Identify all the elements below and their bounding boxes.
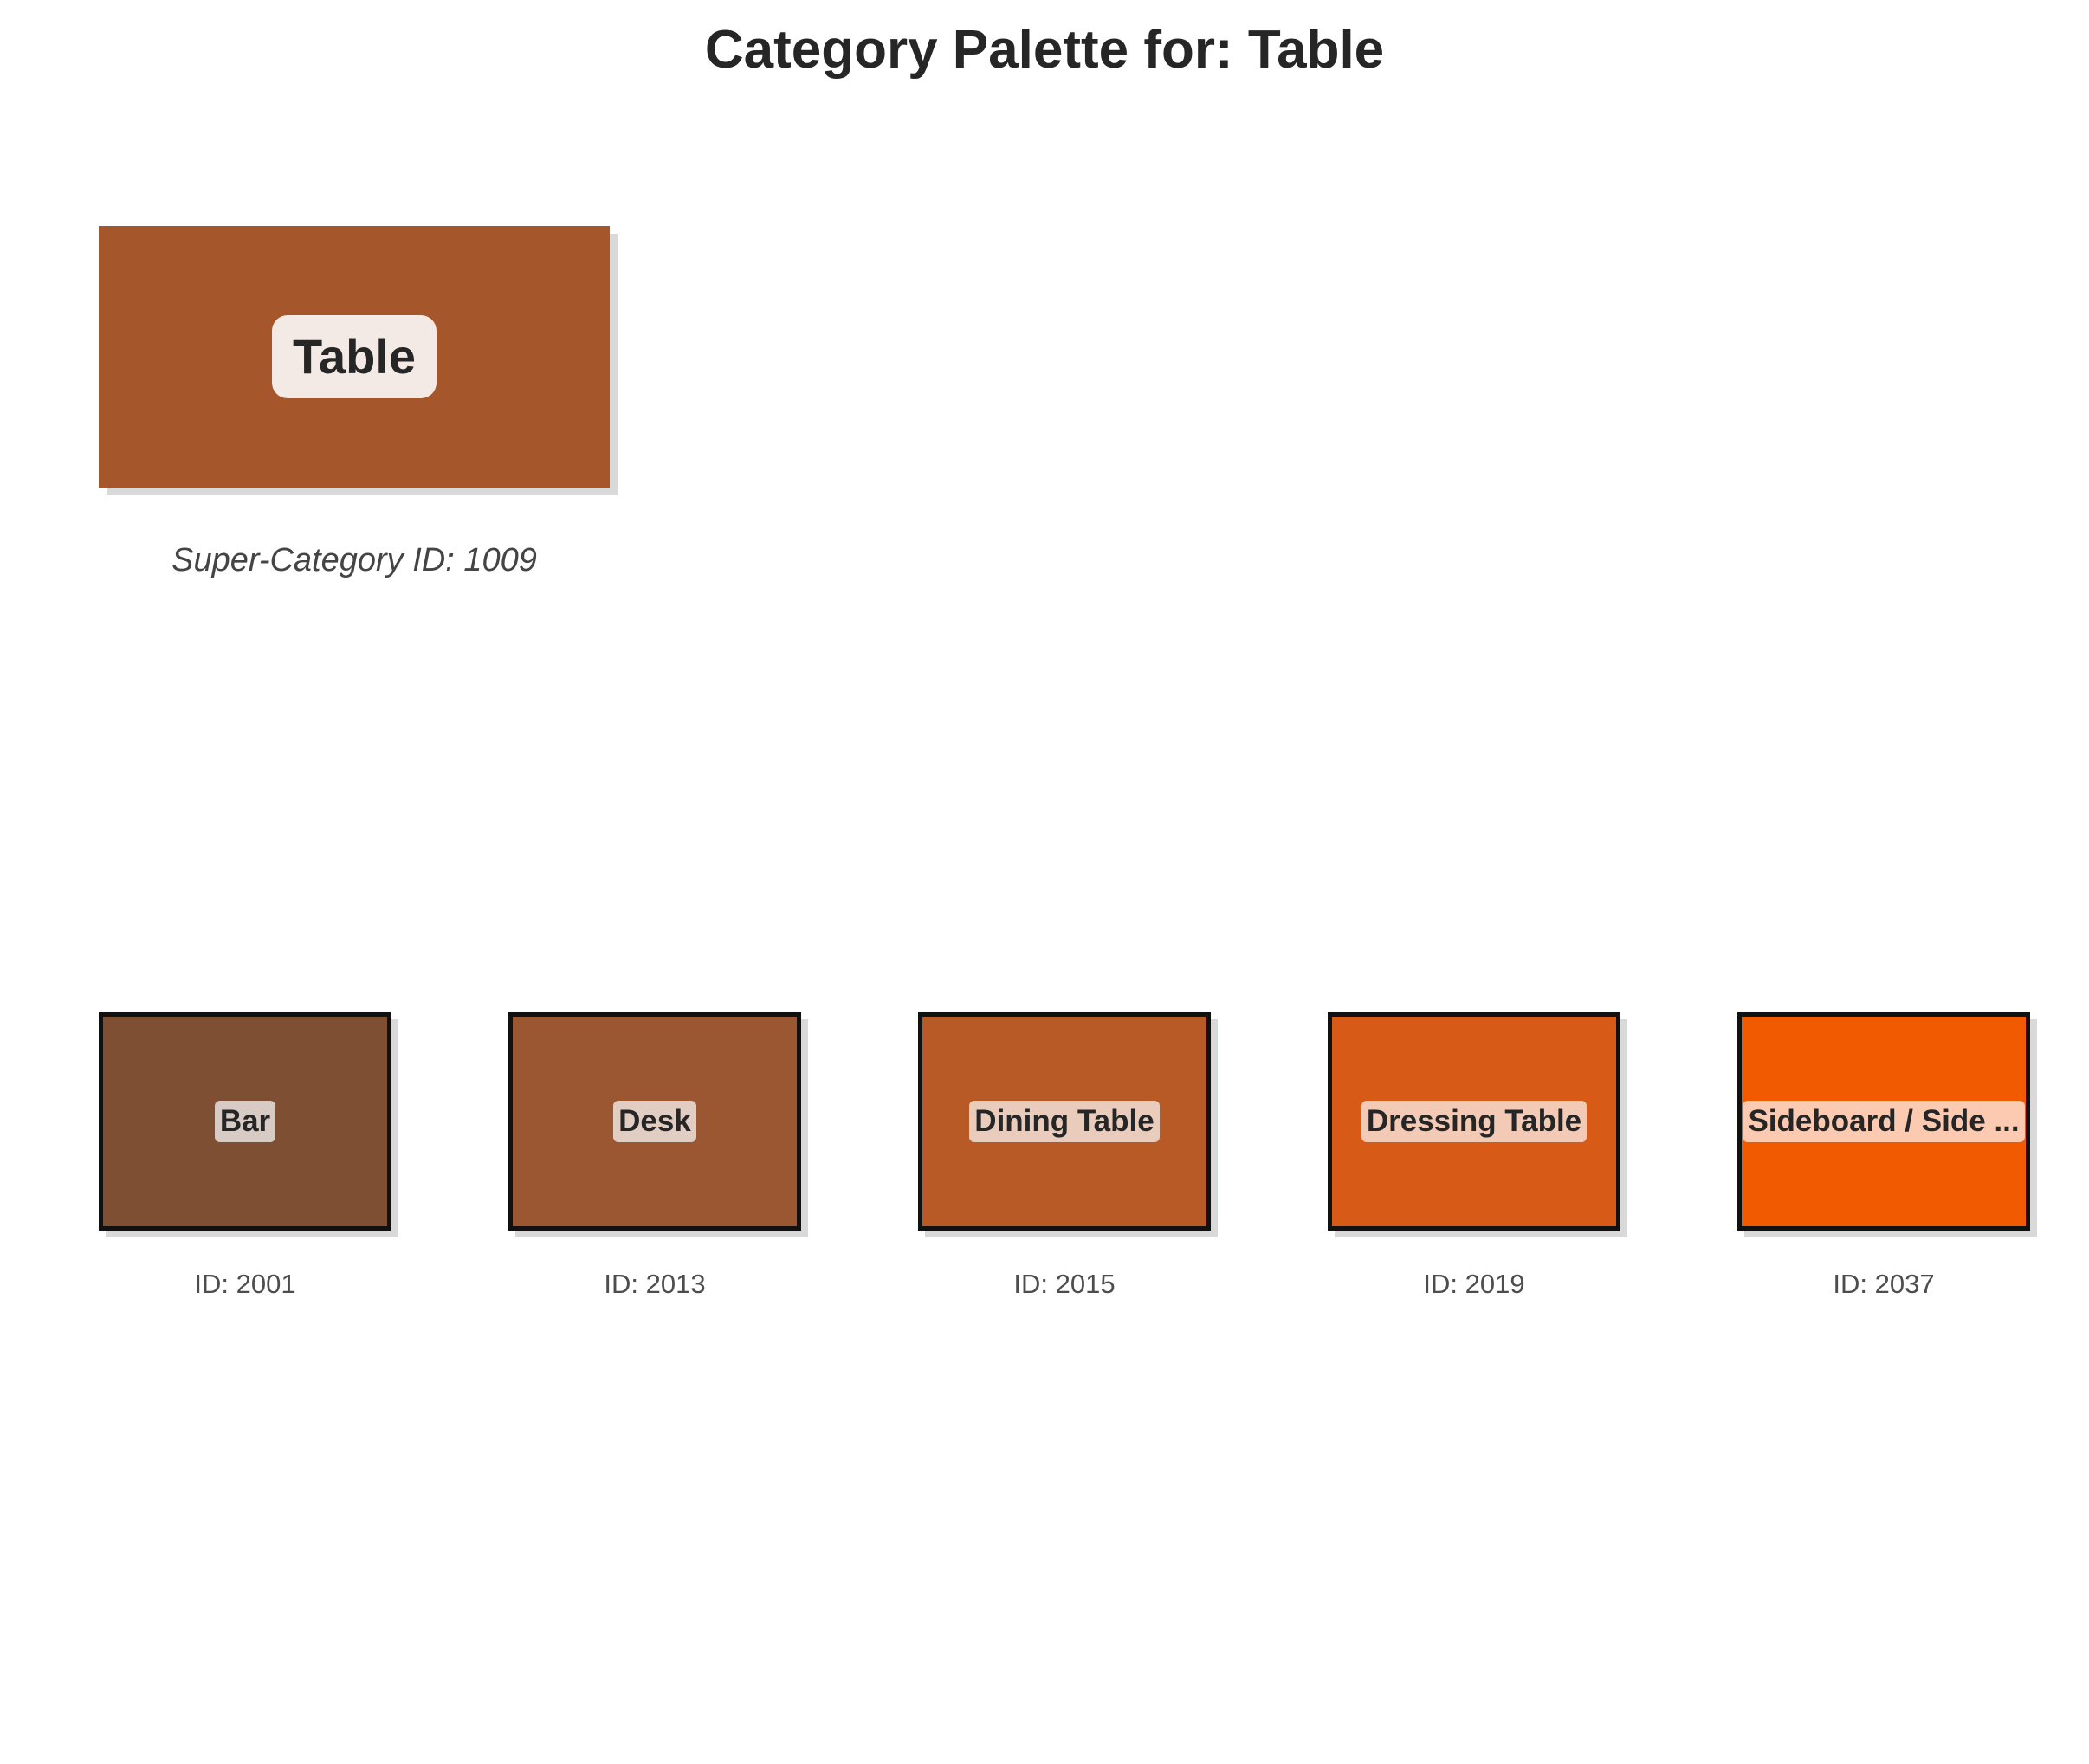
subcategory-swatch: Desk: [508, 1012, 801, 1231]
subcategory-id: ID: 2001: [194, 1269, 296, 1299]
subcategory-label: Bar: [214, 1101, 276, 1142]
subcategory-label: Dining Table: [969, 1101, 1160, 1142]
subcategory-swatch: Dressing Table: [1328, 1012, 1620, 1231]
subcategory-label: Dressing Table: [1361, 1101, 1588, 1142]
subcategory-label: Sideboard / Side ...: [1743, 1101, 2025, 1142]
subcategory-item: Bar ID: 2001: [99, 1012, 391, 1302]
super-category-swatch: Table: [99, 226, 610, 488]
subcategory-swatch: Dining Table: [918, 1012, 1211, 1231]
subcategory-id: ID: 2013: [604, 1269, 706, 1299]
subcategory-item: Desk ID: 2013: [508, 1012, 801, 1302]
page-title: Category Palette for: Table: [704, 20, 1385, 80]
subcategory-label: Desk: [613, 1101, 696, 1142]
subcategory-swatch: Sideboard / Side ...: [1737, 1012, 2030, 1231]
subcategory-item: Sideboard / Side ... ID: 2037: [1737, 1012, 2030, 1302]
subcategory-swatch: Bar: [99, 1012, 391, 1231]
super-category-label: Table: [271, 315, 437, 398]
subcategory-id: ID: 2037: [1833, 1269, 1935, 1299]
subcategory-id: ID: 2015: [1013, 1269, 1116, 1299]
subcategory-item: Dining Table ID: 2015: [918, 1012, 1211, 1302]
super-category-id-caption: Super-Category ID: 1009: [171, 542, 537, 578]
subcategory-item: Dressing Table ID: 2019: [1328, 1012, 1620, 1302]
subcategory-id: ID: 2019: [1423, 1269, 1525, 1299]
